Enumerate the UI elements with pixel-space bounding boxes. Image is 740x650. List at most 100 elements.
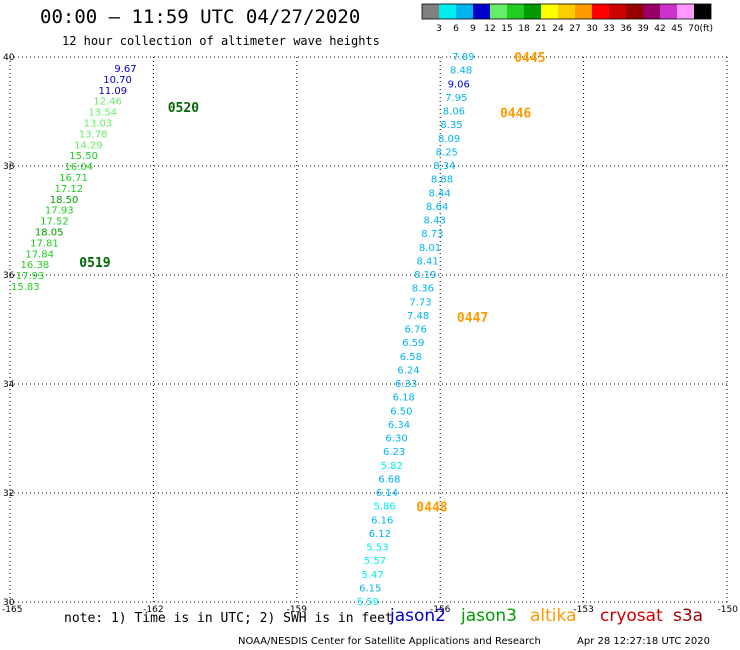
colorbar-unit: (ft) xyxy=(699,24,713,34)
swh-value-label: 6.30 xyxy=(385,434,407,445)
colorbar-swatch xyxy=(660,4,677,19)
y-tick-label: 36 xyxy=(3,271,15,281)
colorbar-swatch xyxy=(643,4,660,19)
colorbar-swatch xyxy=(558,4,575,19)
swh-value-label: 6.24 xyxy=(397,365,419,376)
swh-value-label: 12.46 xyxy=(93,97,122,108)
colorbar-label: 24 xyxy=(552,24,564,34)
swh-value-label: 18.05 xyxy=(35,227,64,238)
swh-value-label: 5.82 xyxy=(381,461,403,472)
swh-value-label: 6.18 xyxy=(393,393,415,404)
colorbar-swatch xyxy=(592,4,609,19)
swh-value-label: 8.01 xyxy=(419,243,441,254)
time-label: 0519 xyxy=(79,256,110,271)
colorbar-label: 6 xyxy=(453,24,459,34)
swh-value-label: 16.38 xyxy=(21,260,50,271)
swh-value-label: 18.50 xyxy=(50,195,79,206)
swh-value-label: 5.59 xyxy=(357,597,379,608)
swh-value-label: 6.16 xyxy=(371,515,393,526)
x-tick-label: -150 xyxy=(718,605,739,615)
colorbar-label: 70 xyxy=(688,24,700,34)
swh-value-label: 6.76 xyxy=(405,325,427,336)
swh-value-label: 6.50 xyxy=(390,406,412,417)
swh-value-label: 15.50 xyxy=(69,151,98,162)
colorbar-label: 30 xyxy=(586,24,598,34)
colorbar-swatch xyxy=(575,4,592,19)
swh-value-label: 6.12 xyxy=(369,529,391,540)
generated-timestamp: Apr 28 12:27:18 UTC 2020 xyxy=(577,636,710,647)
swh-value-label: 14.29 xyxy=(74,140,103,151)
swh-value-label: 8.64 xyxy=(426,202,448,213)
legend-jason2: jason2 xyxy=(390,606,446,626)
swh-value-label: 6.58 xyxy=(400,352,422,363)
swh-value-label: 8.36 xyxy=(412,284,434,295)
swh-value-label: 6.23 xyxy=(383,447,405,458)
colorbar-label: 39 xyxy=(637,24,649,34)
swh-value-label: 10.70 xyxy=(103,75,132,86)
time-label: 0445 xyxy=(514,51,545,66)
swh-value-label: 7.95 xyxy=(445,93,467,104)
x-tick-label: -165 xyxy=(2,605,22,615)
colorbar-swatch xyxy=(626,4,643,19)
x-tick-label: -153 xyxy=(573,605,593,615)
swh-value-label: 8.35 xyxy=(440,120,462,131)
colorbar-label: 12 xyxy=(484,24,495,34)
colorbar-swatch xyxy=(609,4,626,19)
swh-value-label: 16.71 xyxy=(59,173,88,184)
swh-value-label: 7.48 xyxy=(407,311,429,322)
colorbar-swatch xyxy=(541,4,558,19)
swh-value-label: 7.73 xyxy=(409,297,431,308)
swh-value-label: 8.43 xyxy=(424,216,446,227)
swh-value-label: 7.89 xyxy=(452,52,474,63)
swh-value-label: 6.59 xyxy=(402,338,424,349)
colorbar-swatch xyxy=(439,4,456,19)
swh-value-label: 8.88 xyxy=(431,175,453,186)
chart-title: 00:00 – 11:59 UTC 04/27/2020 xyxy=(40,6,361,28)
swh-value-label: 6.15 xyxy=(359,583,381,594)
colorbar-label: 18 xyxy=(518,24,530,34)
swh-value-label: 16.04 xyxy=(65,162,94,173)
colorbar-label: 3 xyxy=(436,24,442,34)
swh-value-label: 17.12 xyxy=(54,184,83,195)
time-label: 0447 xyxy=(457,311,488,326)
swh-value-label: 5.53 xyxy=(366,543,388,554)
note-text: note: 1) Time is in UTC; 2) SWH is in fe… xyxy=(64,611,393,626)
swh-value-label: 9.06 xyxy=(448,79,470,90)
time-label: 0448 xyxy=(416,501,447,516)
swh-value-label: 17.52 xyxy=(40,217,69,228)
swh-value-label: 6.68 xyxy=(378,474,400,485)
y-tick-label: 38 xyxy=(3,162,15,172)
colorbar-label: 15 xyxy=(501,24,512,34)
colorbar-label: 36 xyxy=(620,24,632,34)
swh-value-label: 8.25 xyxy=(436,147,458,158)
colorbar-label: 33 xyxy=(603,24,614,34)
colorbar-swatch xyxy=(694,4,711,19)
swh-value-label: 8.41 xyxy=(417,256,439,267)
swh-value-label: 8.06 xyxy=(443,107,465,118)
x-tick-label: -159 xyxy=(287,605,308,615)
colorbar-swatch xyxy=(490,4,507,19)
colorbar-swatch xyxy=(422,4,439,19)
colorbar-swatch xyxy=(677,4,694,19)
swh-value-label: 8.19 xyxy=(414,270,436,281)
colorbar-label: 42 xyxy=(654,24,665,34)
swh-value-label: 6.14 xyxy=(376,488,398,499)
swh-value-label: 17.93 xyxy=(45,206,74,217)
swh-value-label: 17.84 xyxy=(25,249,54,260)
swh-value-label: 5.86 xyxy=(373,502,395,513)
swh-value-label: 6.33 xyxy=(395,379,417,390)
chart-subtitle: 12 hour collection of altimeter wave hei… xyxy=(62,34,380,48)
colorbar-frame xyxy=(421,3,712,20)
swh-value-label: 5.57 xyxy=(364,556,386,567)
legend-jason3: jason3 xyxy=(461,606,517,626)
colorbar-label: 27 xyxy=(569,24,580,34)
colorbar-swatch xyxy=(456,4,473,19)
colorbar-label: 45 xyxy=(671,24,682,34)
credit-text: NOAA/NESDIS Center for Satellite Applica… xyxy=(238,636,541,647)
time-label: 0446 xyxy=(500,107,531,122)
swh-value-label: 8.09 xyxy=(438,134,460,145)
swh-value-label: 17.93 xyxy=(16,271,45,282)
swh-value-label: 17.81 xyxy=(30,238,59,249)
